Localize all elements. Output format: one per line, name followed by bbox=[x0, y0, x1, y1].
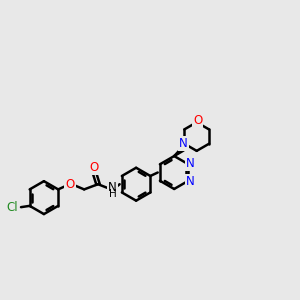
Text: O: O bbox=[89, 161, 98, 174]
Text: H: H bbox=[109, 189, 117, 199]
Text: O: O bbox=[193, 115, 202, 128]
Text: N: N bbox=[179, 137, 188, 150]
Text: N: N bbox=[186, 175, 194, 188]
Text: N: N bbox=[186, 157, 194, 170]
Text: N: N bbox=[108, 181, 117, 194]
Text: O: O bbox=[66, 178, 75, 191]
Text: Cl: Cl bbox=[7, 201, 18, 214]
